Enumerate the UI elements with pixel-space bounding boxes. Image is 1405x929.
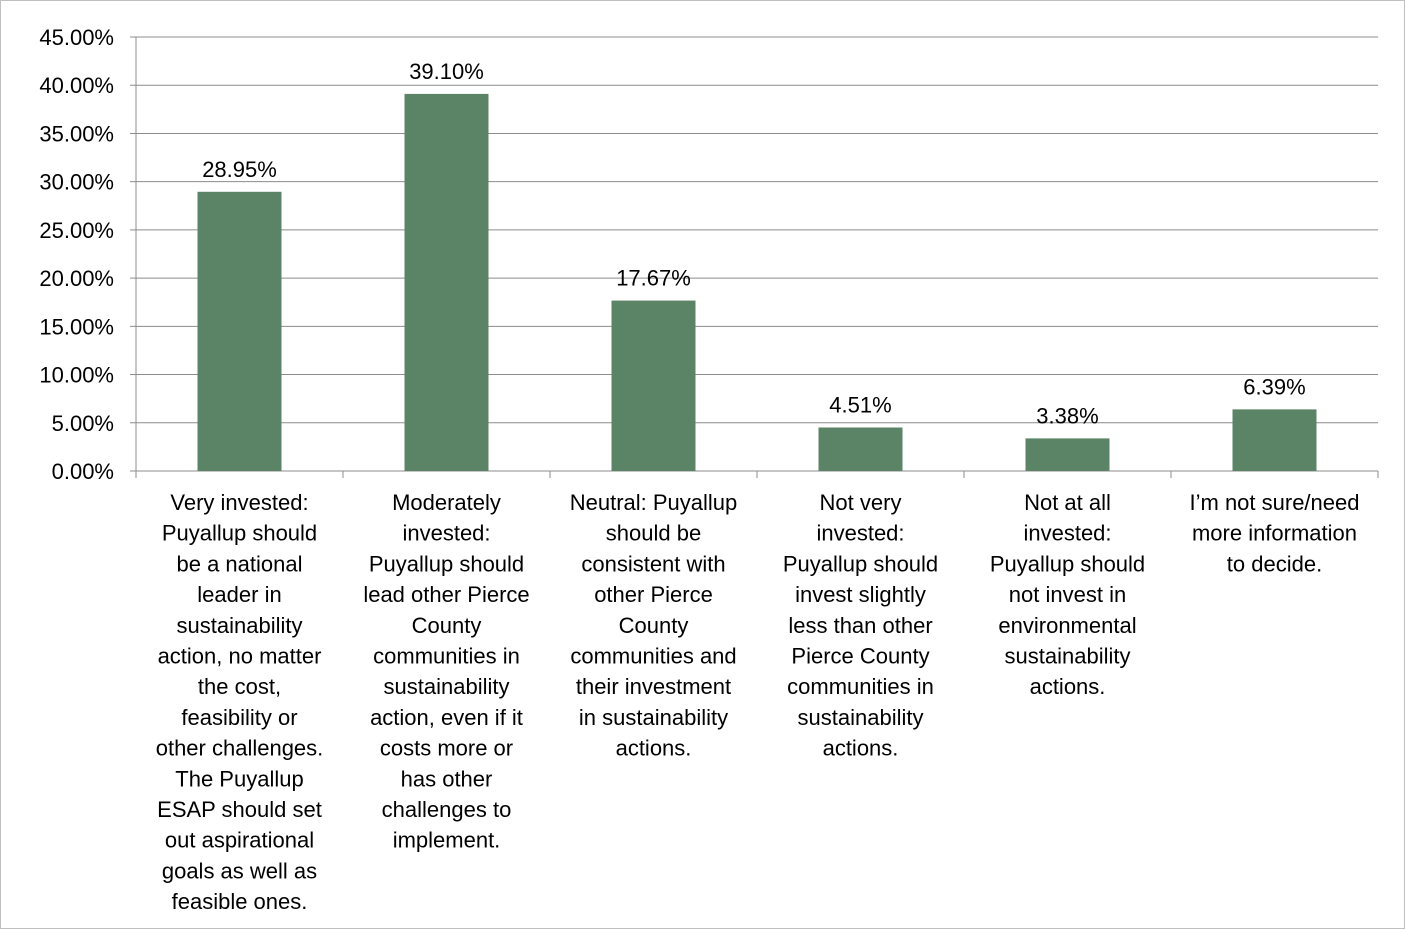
x-axis-labels: Very invested: Puyallup should be a nation… bbox=[156, 490, 1360, 914]
bar bbox=[197, 191, 282, 471]
data-label: 28.95% bbox=[202, 157, 277, 182]
bar bbox=[818, 427, 903, 471]
y-tick-label: 15.00% bbox=[39, 314, 114, 339]
bars bbox=[197, 93, 1317, 471]
y-tick-label: 35.00% bbox=[39, 121, 114, 146]
y-tick-label: 20.00% bbox=[39, 266, 114, 291]
data-label: 6.39% bbox=[1243, 374, 1305, 399]
y-tick-label: 30.00% bbox=[39, 170, 114, 195]
axes bbox=[130, 36, 1379, 478]
data-label: 4.51% bbox=[829, 393, 891, 418]
x-category-label: Very invested: Puyallup should be a nation… bbox=[156, 490, 324, 914]
x-category-label: Moderately invested: Puyallup should lead o… bbox=[363, 490, 529, 853]
x-category-label: I’m not sure/need more information to deci… bbox=[1190, 490, 1360, 576]
y-tick-label: 10.00% bbox=[39, 363, 114, 388]
x-category-label: Not very invested: Puyallup should invest s… bbox=[783, 490, 938, 761]
bar bbox=[611, 300, 696, 471]
bar bbox=[404, 93, 489, 471]
bar bbox=[1232, 409, 1317, 471]
gridlines bbox=[136, 36, 1378, 424]
data-label: 17.67% bbox=[616, 266, 691, 291]
y-tick-label: 40.00% bbox=[39, 73, 114, 98]
y-axis-ticks: 0.00% 5.00% 10.00% 15.00% 20.00% 25.00% 30.00%… bbox=[39, 25, 114, 484]
y-tick-label: 5.00% bbox=[52, 411, 114, 436]
bar bbox=[1025, 438, 1110, 471]
y-tick-label: 45.00% bbox=[39, 25, 114, 50]
y-tick-label: 25.00% bbox=[39, 218, 114, 243]
data-label: 39.10% bbox=[409, 59, 484, 84]
x-category-label: Neutral: Puyallup should be consistent wit… bbox=[570, 490, 738, 761]
data-label: 3.38% bbox=[1036, 403, 1098, 428]
y-tick-label: 0.00% bbox=[52, 459, 114, 484]
x-category-label: Not at all invested: Puyallup should not in… bbox=[990, 490, 1145, 699]
data-labels: 28.95% 39.10% 17.67% 4.51% 3.38% 6.39% bbox=[202, 59, 1306, 428]
